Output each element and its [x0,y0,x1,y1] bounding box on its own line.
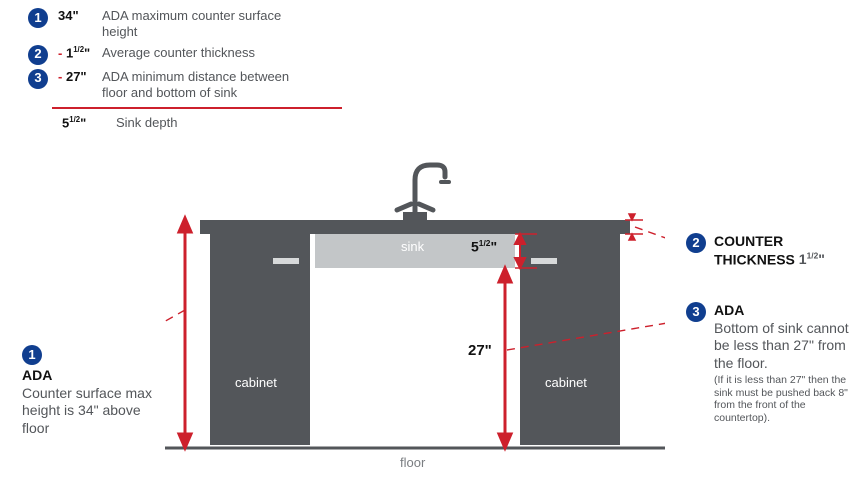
callout-1: 1 ADA Counter surface max height is 34" … [22,345,157,437]
callout-1-bullet: 1 [22,345,42,365]
callout-3: 3 ADA Bottom of sink cannot be less than… [686,302,850,424]
legend-result-measure: 51/2" [62,115,116,130]
callout-3-bullet: 3 [686,302,706,322]
legend-1-measure: 34" [48,8,102,24]
callout-2-bullet: 2 [686,233,706,253]
handle-left [273,258,299,264]
diagram: sink cabinet cabinet 27" 51/2" [165,150,665,490]
callout-3-fine: (If it is less than 27" then the sink mu… [714,374,850,424]
dim-55-label: 51/2" [471,238,497,255]
legend-row-1: 1 34" ADA maximum counter surface height [28,8,342,41]
counter [200,220,630,234]
legend-2-desc: Average counter thickness [102,45,255,61]
legend: 1 34" ADA maximum counter surface height… [28,8,342,130]
bullet-1: 1 [28,8,48,28]
dim-34 [179,218,191,448]
faucet-icon [397,165,449,220]
handle-right [531,258,557,264]
floor-label: floor [400,455,425,470]
bullet-3: 3 [28,69,48,89]
callout-2-text: COUNTER THICKNESS 11/2" [714,233,850,269]
diagram-svg [165,150,665,490]
legend-1-desc: ADA maximum counter surface height [102,8,312,41]
callout-1-body: Counter surface max height is 34" above … [22,385,152,436]
callout-3-body: Bottom of sink cannot be less than 27" f… [714,320,849,371]
sink-label: sink [401,239,424,254]
legend-divider [52,107,342,109]
legend-3-measure: - 27" [48,69,102,85]
cabinet-right-label: cabinet [545,375,587,390]
legend-2-measure: - 11/2" [48,45,102,62]
legend-3-desc: ADA minimum distance between floor and b… [102,69,312,102]
cabinet-left [210,234,310,445]
callout-1-hd: ADA [22,367,157,385]
cabinet-left-label: cabinet [235,375,277,390]
legend-result: 51/2" Sink depth [28,115,342,130]
legend-row-3: 3 - 27" ADA minimum distance between flo… [28,69,342,102]
dim-27 [499,268,511,448]
bullet-2: 2 [28,45,48,65]
callout-3-text: ADA Bottom of sink cannot be less than 2… [714,302,850,424]
dim-27-label: 27" [468,342,492,359]
legend-row-2: 2 - 11/2" Average counter thickness [28,45,342,65]
callout-2: 2 COUNTER THICKNESS 11/2" [686,233,850,269]
legend-result-desc: Sink depth [116,115,177,130]
